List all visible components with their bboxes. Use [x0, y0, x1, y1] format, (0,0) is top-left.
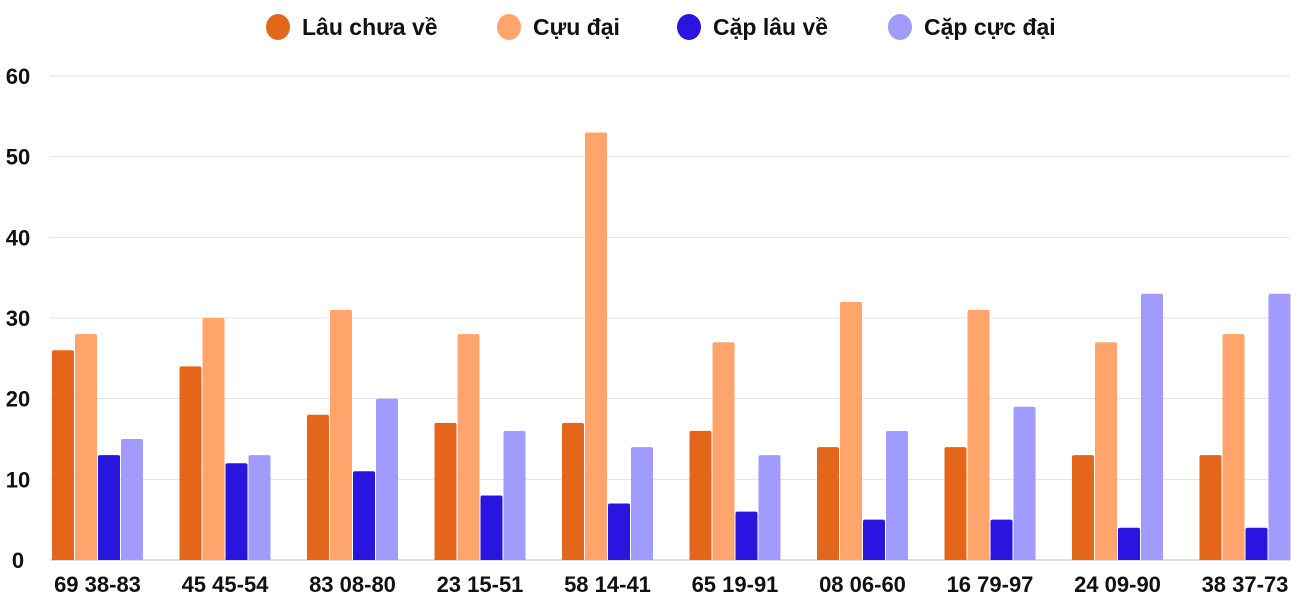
bar — [202, 318, 225, 560]
x-tick-label: 16 79-97 — [947, 572, 1034, 597]
bar — [480, 495, 503, 560]
bar — [562, 422, 584, 560]
legend-item[interactable]: Cặp lâu về — [677, 14, 828, 40]
y-axis: 0 10 20 30 40 50 60 — [6, 64, 30, 573]
bar — [631, 447, 653, 560]
legend-item[interactable]: Cặp cực đại — [888, 14, 1056, 40]
bar — [1245, 527, 1268, 560]
bar — [434, 422, 457, 560]
bar — [886, 430, 908, 560]
legend-item[interactable]: Lâu chưa về — [266, 14, 438, 40]
bar — [1268, 293, 1291, 560]
bar — [1141, 293, 1163, 560]
bar — [179, 366, 202, 560]
bar — [735, 511, 758, 560]
bar — [944, 447, 967, 560]
bar — [758, 455, 781, 560]
y-tick-label: 40 — [6, 225, 30, 250]
bar — [52, 350, 74, 560]
legend-marker — [677, 14, 701, 40]
bar-group — [307, 309, 398, 560]
x-tick-label: 69 38-83 — [54, 572, 141, 597]
bar — [225, 463, 248, 560]
x-tick-label: 08 06-60 — [819, 572, 906, 597]
y-tick-label: 20 — [6, 387, 30, 412]
x-tick-label: 38 37-73 — [1202, 572, 1289, 597]
bar-group — [1072, 293, 1163, 560]
legend: Lâu chưa về Cựu đại Cặp lâu về Cặp cực đại — [266, 14, 1056, 40]
bars — [52, 132, 1291, 560]
x-axis: 69 38-83 45 45-54 83 08-80 23 15-51 58 14-41… — [54, 572, 1288, 597]
legend-label: Cựu đại — [533, 14, 620, 40]
y-tick-label: 30 — [6, 306, 30, 331]
x-tick-label: 45 45-54 — [182, 572, 270, 597]
x-tick-label: 24 09-90 — [1074, 572, 1161, 597]
y-tick-label: 0 — [12, 548, 24, 573]
bar — [585, 132, 607, 560]
bar — [990, 519, 1013, 560]
bar — [712, 342, 735, 560]
y-tick-label: 50 — [6, 145, 30, 170]
x-tick-label: 83 08-80 — [309, 572, 396, 597]
bar — [1072, 455, 1094, 560]
legend-marker — [888, 14, 912, 40]
bar — [75, 334, 97, 560]
bar — [376, 398, 398, 560]
legend-marker — [497, 14, 521, 40]
bar — [121, 439, 143, 560]
bar — [608, 503, 630, 560]
bar — [307, 414, 329, 560]
bar — [98, 455, 120, 560]
bar — [1095, 342, 1117, 560]
x-tick-label: 58 14-41 — [564, 572, 651, 597]
bar — [1118, 527, 1140, 560]
bar — [503, 430, 526, 560]
bar — [863, 519, 885, 560]
bar-group — [562, 132, 653, 560]
bar — [689, 430, 712, 560]
bar-group — [944, 309, 1036, 560]
x-tick-label: 23 15-51 — [437, 572, 524, 597]
bar — [248, 455, 271, 560]
bar — [1199, 455, 1222, 560]
bar-group — [817, 301, 908, 560]
bar-group — [689, 342, 781, 560]
bar — [967, 309, 990, 560]
bar — [457, 334, 480, 560]
legend-item[interactable]: Cựu đại — [497, 14, 620, 40]
bar-group — [434, 334, 526, 560]
bar-group — [1199, 293, 1291, 560]
legend-label: Cặp lâu về — [713, 14, 828, 40]
y-tick-label: 10 — [6, 467, 30, 492]
bar — [1222, 334, 1245, 560]
bar — [330, 309, 352, 560]
bar-group — [179, 318, 271, 560]
bar — [353, 471, 375, 560]
legend-label: Cặp cực đại — [924, 14, 1056, 40]
bar — [817, 447, 839, 560]
x-tick-label: 65 19-91 — [692, 572, 779, 597]
bar-group — [52, 334, 143, 560]
legend-marker — [266, 14, 290, 40]
bar — [840, 301, 862, 560]
legend-label: Lâu chưa về — [302, 14, 438, 40]
bar — [1013, 406, 1036, 560]
y-tick-label: 60 — [6, 64, 30, 89]
